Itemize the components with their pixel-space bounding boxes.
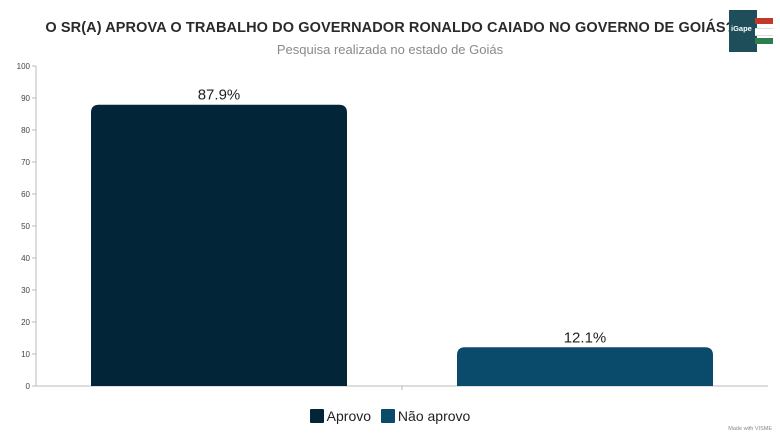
y-tick-label: 50	[21, 222, 30, 231]
logo-text: iGape	[731, 24, 752, 33]
legend-item-aprovo[interactable]: Aprovo	[309, 408, 372, 424]
logo-stripe-green	[755, 38, 773, 44]
y-tick-label: 0	[26, 382, 31, 391]
legend-swatch-aprovo	[309, 409, 324, 423]
y-tick-label: 60	[21, 190, 30, 199]
chart-subtitle: Pesquisa realizada no estado de Goiás	[276, 42, 504, 57]
made-with-credit: Made with VISME	[728, 426, 772, 432]
logo-stripe-red	[755, 18, 773, 24]
y-tick-label: 90	[21, 94, 30, 103]
data-label: 12.1%	[564, 329, 607, 346]
data-label: 87.9%	[198, 87, 241, 104]
chart-title: O SR(A) APROVA O TRABALHO DO GOVERNADOR …	[45, 20, 735, 36]
legend-label-nao-aprovo: Não aprovo	[397, 408, 471, 424]
legend-swatch-nao-aprovo	[380, 409, 395, 423]
y-tick-label: 10	[21, 350, 30, 359]
y-tick-label: 20	[21, 318, 30, 327]
logo-stripe-white	[755, 28, 773, 36]
y-tick-label: 80	[21, 126, 30, 135]
bar-n-o-aprovo	[457, 347, 713, 386]
legend-label-aprovo: Aprovo	[326, 408, 372, 424]
y-tick-label: 100	[17, 62, 31, 71]
bar-aprovo	[91, 104, 347, 386]
y-tick-label: 30	[21, 286, 30, 295]
igape-logo: iGape	[729, 10, 773, 52]
legend: Aprovo Não aprovo	[0, 408, 780, 426]
y-tick-label: 40	[21, 254, 30, 263]
y-tick-label: 70	[21, 158, 30, 167]
legend-item-nao-aprovo[interactable]: Não aprovo	[380, 408, 471, 424]
logo-box	[729, 10, 757, 52]
